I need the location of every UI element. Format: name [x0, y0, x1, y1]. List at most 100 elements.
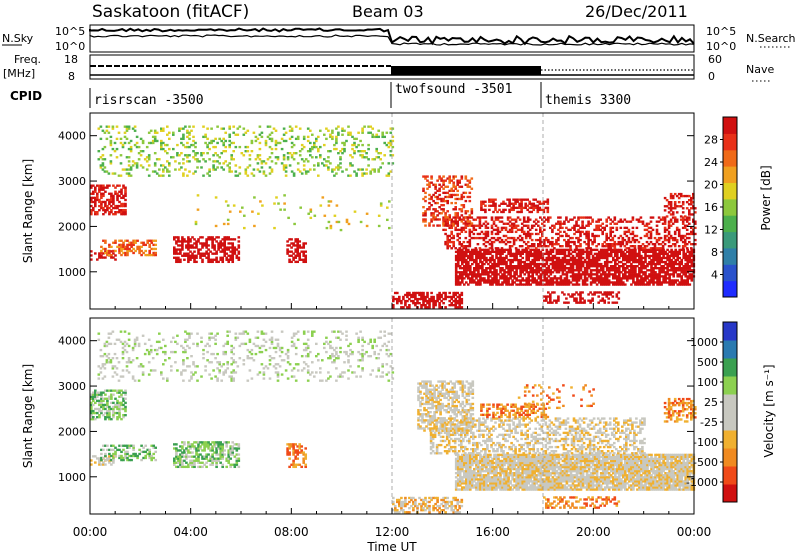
- power-cell: [567, 258, 571, 262]
- power-cell: [640, 262, 643, 266]
- velocity-cell: [306, 379, 310, 382]
- power-cell: [119, 162, 123, 165]
- power-cell: [432, 302, 435, 305]
- power-cell: [625, 243, 629, 246]
- colorbar-tick-label: 20: [704, 179, 718, 192]
- power-cell: [648, 283, 651, 286]
- power-cell: [168, 174, 171, 177]
- power-cell: [573, 277, 577, 280]
- power-cell: [456, 250, 460, 254]
- power-cell: [152, 239, 156, 242]
- power-cell: [466, 245, 470, 248]
- power-cell: [585, 262, 589, 266]
- power-cell: [541, 232, 544, 236]
- power-cell: [688, 269, 692, 272]
- power-cell: [565, 232, 568, 236]
- power-cell: [254, 139, 258, 143]
- power-cell: [597, 265, 601, 268]
- power-cell: [381, 133, 385, 136]
- colorbar-swatch: [723, 198, 737, 216]
- velocity-cell: [274, 338, 278, 341]
- power-cell: [481, 271, 484, 274]
- power-cell: [456, 193, 460, 197]
- power-cell: [464, 183, 468, 186]
- power-cell: [508, 230, 512, 234]
- power-cell: [664, 262, 667, 266]
- power-cell: [164, 150, 167, 153]
- velocity-cell: [135, 338, 139, 341]
- power-cell: [673, 232, 677, 236]
- power-cell: [589, 271, 593, 274]
- power-cell: [290, 254, 293, 257]
- power-cell: [424, 199, 427, 203]
- power-cell: [302, 145, 306, 149]
- power-cell: [585, 271, 589, 274]
- power-cell: [110, 250, 113, 253]
- power-cell: [444, 306, 447, 309]
- power-cell: [418, 293, 421, 297]
- power-cell: [512, 208, 515, 212]
- power-cell: [526, 224, 530, 227]
- power-cell: [636, 258, 639, 262]
- power-cell: [428, 208, 431, 211]
- power-cell: [467, 250, 470, 254]
- power-cell: [571, 293, 574, 296]
- power-cell: [193, 246, 196, 249]
- power-cell: [642, 279, 645, 282]
- power-cell: [668, 256, 671, 260]
- power-cell: [680, 283, 684, 286]
- power-cell: [508, 228, 512, 232]
- power-cell: [187, 258, 190, 261]
- power-cell: [454, 265, 458, 268]
- power-cell: [599, 299, 603, 302]
- power-cell: [533, 265, 537, 268]
- power-cell: [667, 211, 671, 214]
- power-cell: [626, 265, 629, 268]
- power-cell: [567, 269, 571, 272]
- velocity-cell: [184, 348, 187, 352]
- power-cell: [122, 247, 125, 251]
- power-cell: [648, 256, 651, 260]
- velocity-cell: [168, 357, 171, 360]
- power-cell: [478, 232, 482, 236]
- power-cell: [591, 260, 595, 264]
- power-cell: [505, 275, 508, 278]
- power-cell: [154, 247, 158, 251]
- power-cell: [467, 260, 470, 264]
- power-cell: [181, 242, 184, 245]
- velocity-cell: [115, 338, 119, 341]
- power-cell: [275, 196, 278, 199]
- power-cell: [581, 226, 584, 230]
- power-cell: [361, 150, 364, 153]
- power-cell: [499, 256, 502, 260]
- power-cell: [186, 135, 189, 139]
- power-cell: [168, 164, 171, 167]
- power-cell: [638, 248, 641, 252]
- power-cell: [537, 269, 541, 272]
- power-cell: [128, 247, 131, 251]
- power-cell: [162, 147, 165, 151]
- power-cell: [343, 129, 346, 132]
- power-cell: [512, 240, 516, 244]
- power-cell: [501, 258, 504, 262]
- power-cell: [471, 281, 474, 284]
- velocity-cell: [162, 338, 165, 341]
- power-cell: [114, 254, 117, 257]
- power-cell: [644, 273, 647, 276]
- power-cell: [487, 275, 490, 278]
- power-cell: [571, 271, 575, 274]
- power-cell: [468, 232, 472, 236]
- power-cell: [153, 137, 157, 141]
- power-cell: [623, 232, 627, 236]
- velocity-cell: [214, 342, 217, 346]
- power-cell: [339, 156, 342, 159]
- power-cell: [385, 174, 389, 177]
- velocity-cell: [131, 348, 135, 352]
- power-cell: [98, 188, 101, 191]
- power-cell: [675, 240, 679, 244]
- power-cell: [539, 216, 542, 219]
- power-cell: [462, 245, 466, 248]
- power-cell: [630, 273, 633, 276]
- power-cell: [479, 277, 482, 280]
- power-cell: [536, 208, 540, 212]
